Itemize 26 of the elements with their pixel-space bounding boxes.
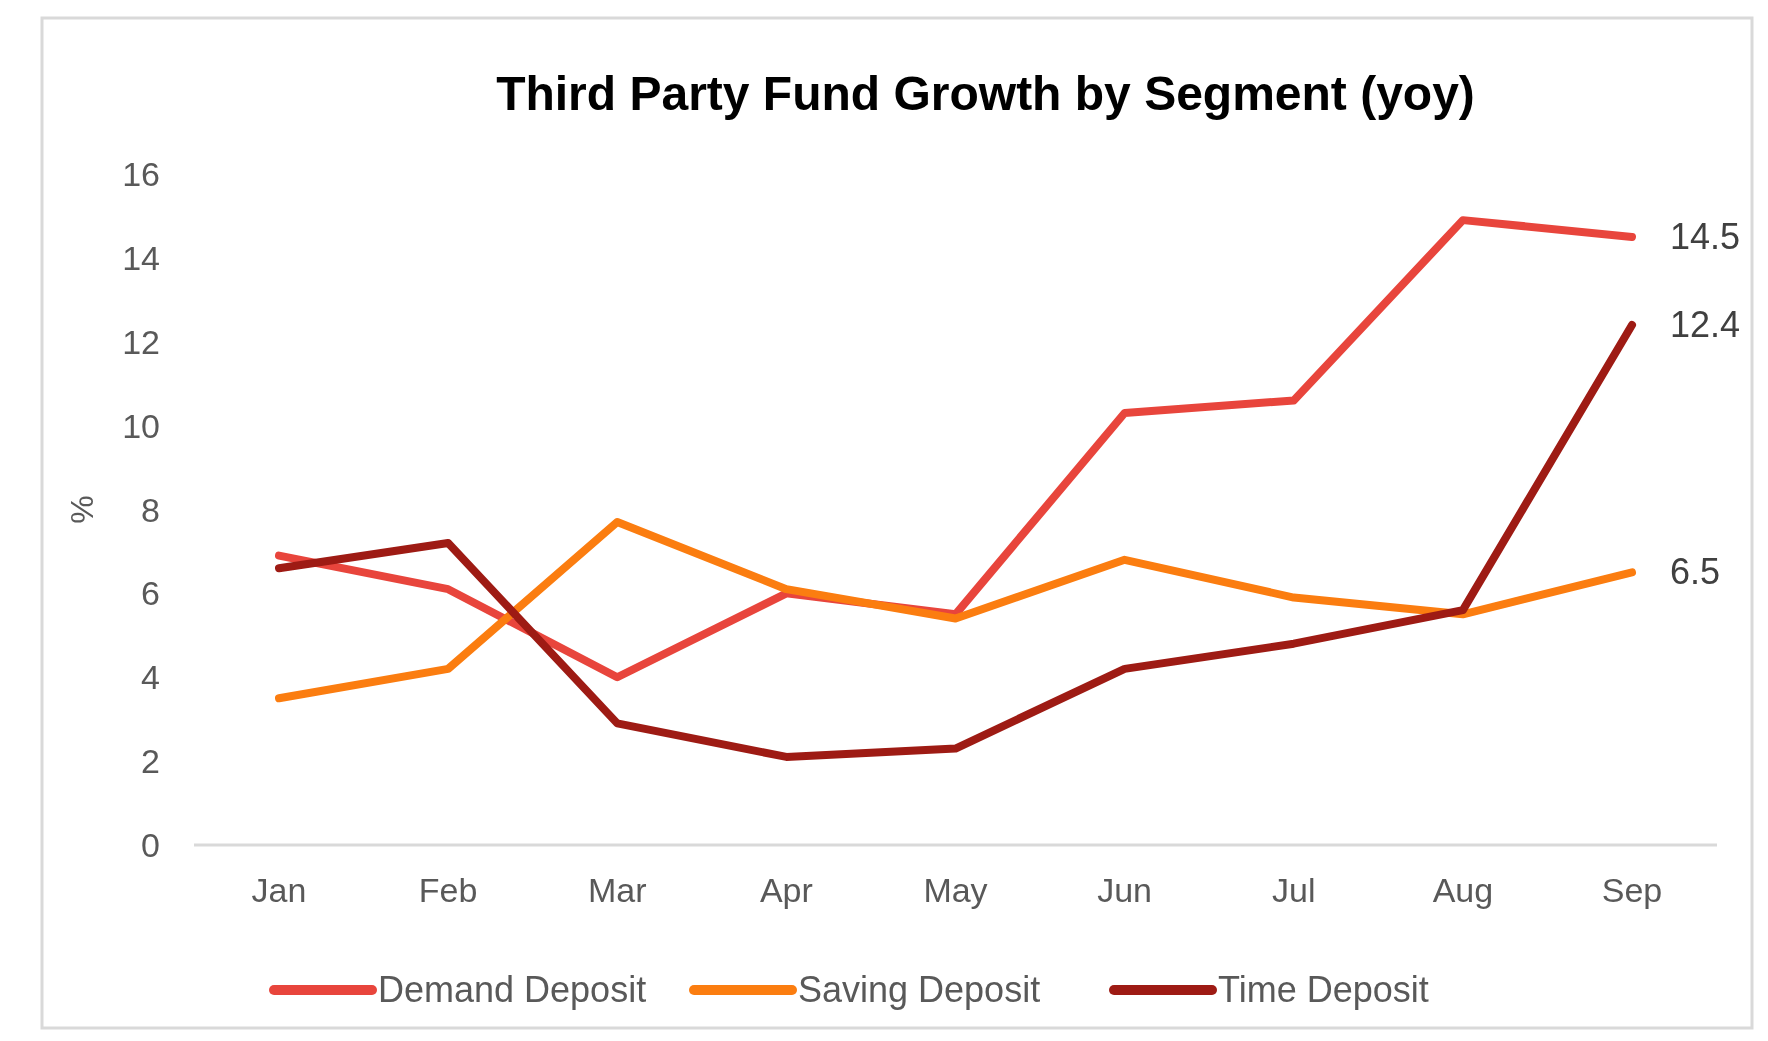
y-tick-label: 12 <box>122 322 160 361</box>
y-tick-label: 2 <box>141 742 160 781</box>
y-tick-label: 10 <box>122 406 160 445</box>
x-tick-label: Sep <box>1601 871 1663 909</box>
x-tick-label: May <box>923 871 988 909</box>
y-tick-label: 14 <box>122 238 160 277</box>
x-tick-label: Feb <box>418 871 478 909</box>
x-tick-label: Jun <box>1097 871 1153 909</box>
x-tick-label: Jul <box>1272 871 1316 909</box>
data-label: 6.5 <box>1670 551 1721 593</box>
legend-label: Time Deposit <box>1218 969 1429 1010</box>
data-label: 12.4 <box>1670 303 1741 345</box>
y-tick-label: 16 <box>122 155 160 193</box>
legend-label: Saving Deposit <box>798 969 1041 1010</box>
x-tick-label: Jan <box>251 871 307 909</box>
x-tick-label: Mar <box>587 871 647 909</box>
y-tick-label: 8 <box>141 490 160 529</box>
x-tick-label: Apr <box>759 871 813 909</box>
y-tick-label: 0 <box>141 826 160 864</box>
legend-label: Demand Deposit <box>378 969 647 1010</box>
chart-title: Third Party Fund Growth by Segment (yoy) <box>496 67 1475 120</box>
x-tick-label: Aug <box>1432 871 1494 909</box>
data-label: 14.5 <box>1670 215 1741 257</box>
y-tick-label: 4 <box>141 658 160 697</box>
y-axis-title: % <box>64 495 100 524</box>
y-tick-label: 6 <box>141 574 160 613</box>
